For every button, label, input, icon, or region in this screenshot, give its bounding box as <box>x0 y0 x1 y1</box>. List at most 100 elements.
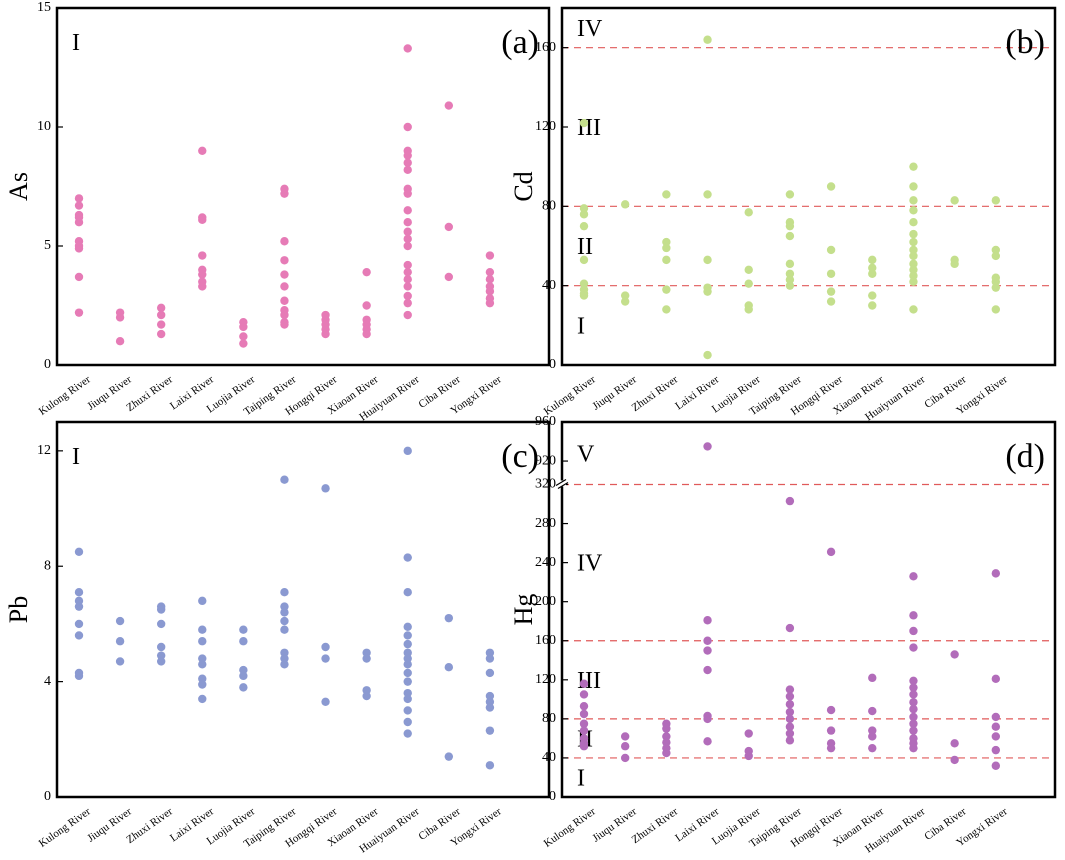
y-tick-label: 160 <box>535 633 556 648</box>
plot-frame <box>55 420 551 799</box>
data-point <box>74 631 84 640</box>
data-point <box>403 227 412 236</box>
data-point <box>909 271 918 280</box>
data-point <box>239 671 248 681</box>
plot-frame <box>560 420 1057 799</box>
data-point <box>156 651 166 660</box>
data-point <box>785 736 795 745</box>
data-point <box>403 706 412 715</box>
data-point <box>74 547 84 557</box>
data-point <box>485 251 495 260</box>
data-point <box>280 648 289 657</box>
x-tick-label: Zhuxi River <box>630 805 681 846</box>
data-point <box>198 215 207 225</box>
data-point <box>703 646 712 655</box>
data-point <box>579 118 589 128</box>
data-point <box>156 619 166 629</box>
panel-label: (a) <box>501 24 539 61</box>
data-point <box>403 44 412 53</box>
class-label: II <box>577 234 593 260</box>
data-point <box>991 722 1001 731</box>
data-point <box>662 738 671 747</box>
data-point <box>991 277 1001 286</box>
axis-break <box>557 481 569 490</box>
data-point <box>403 648 412 657</box>
data-point <box>826 269 836 278</box>
data-point <box>280 189 289 198</box>
data-point <box>485 287 495 296</box>
data-point <box>239 332 248 341</box>
data-point <box>74 671 84 681</box>
data-point <box>703 714 712 724</box>
data-point <box>744 279 753 288</box>
panel-label: (c) <box>501 438 539 475</box>
data-point <box>909 643 918 652</box>
data-point <box>280 237 289 246</box>
data-point <box>403 260 412 270</box>
data-point <box>362 654 371 663</box>
data-point <box>703 636 712 645</box>
data-point <box>115 313 125 322</box>
data-point <box>991 674 1001 684</box>
data-point <box>909 229 918 239</box>
data-point <box>909 182 918 191</box>
data-point <box>868 732 877 741</box>
data-point <box>909 572 918 581</box>
data-point <box>280 475 289 484</box>
data-point <box>909 743 918 753</box>
data-point <box>785 281 795 290</box>
data-point <box>868 269 877 278</box>
data-point <box>403 275 412 284</box>
data-point <box>744 305 753 314</box>
data-point <box>909 162 918 171</box>
data-point <box>115 657 125 666</box>
data-point <box>579 279 589 288</box>
data-point <box>909 676 918 685</box>
data-point <box>156 605 166 614</box>
data-point <box>444 101 454 110</box>
data-point <box>403 729 412 738</box>
data-point <box>444 613 454 623</box>
data-point <box>403 241 412 251</box>
data-point <box>403 677 412 686</box>
class-label: III <box>577 668 601 694</box>
y-tick-label: 920 <box>535 453 556 468</box>
data-point <box>403 622 412 632</box>
data-point <box>74 596 84 606</box>
panel-label: (d) <box>1005 438 1045 475</box>
data-point <box>950 650 959 659</box>
data-point <box>403 206 412 215</box>
data-point <box>662 305 671 314</box>
data-point <box>321 654 330 663</box>
data-point <box>74 244 84 253</box>
data-point <box>403 151 412 160</box>
class-label: I <box>577 765 585 791</box>
y-tick-label: 240 <box>535 555 556 570</box>
data-point <box>198 637 207 646</box>
data-point <box>485 298 495 308</box>
data-point <box>74 308 84 317</box>
data-point <box>909 726 918 735</box>
data-point <box>703 255 712 265</box>
data-point <box>579 742 589 751</box>
data-point <box>280 320 289 329</box>
data-point <box>198 282 207 291</box>
data-point <box>909 206 918 215</box>
data-point <box>362 686 371 695</box>
x-tick-label: Kulong River <box>37 373 93 418</box>
data-point <box>485 691 495 701</box>
data-point <box>239 637 248 646</box>
data-point <box>579 204 589 213</box>
data-point <box>950 739 959 748</box>
data-point <box>115 616 125 626</box>
data-point <box>321 329 330 339</box>
data-point <box>362 691 371 701</box>
data-point <box>156 310 166 320</box>
data-point <box>785 623 795 633</box>
data-point <box>403 122 412 132</box>
data-point <box>868 706 877 716</box>
data-point <box>579 690 589 699</box>
data-point <box>403 234 412 244</box>
data-point <box>826 726 836 735</box>
y-tick-label: 120 <box>535 119 556 134</box>
